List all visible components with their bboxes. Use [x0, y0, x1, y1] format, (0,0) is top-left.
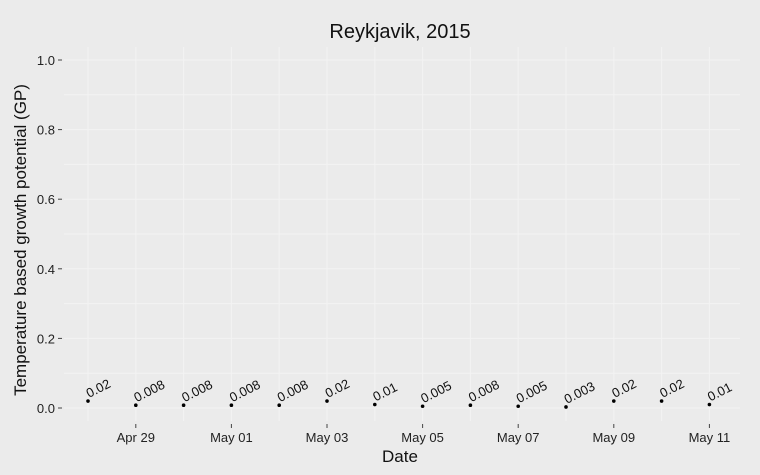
data-label: 0.005 [514, 378, 550, 406]
data-point [277, 403, 282, 408]
x-tick-label: May 01 [210, 430, 253, 445]
y-tick-label: 0.2 [37, 331, 55, 346]
x-tick-label: May 11 [689, 430, 731, 445]
data-point [229, 403, 234, 408]
data-label: 0.005 [418, 378, 454, 406]
data-label: 0.008 [131, 377, 167, 405]
y-tick-label: 0.8 [37, 123, 55, 138]
data-label: 0.008 [275, 377, 311, 405]
data-point [373, 402, 377, 407]
data-point [659, 399, 664, 403]
data-points: 0.02 0.008 0.008 0.008 0.008 0.02 0.01 0.005 0.0… [84, 376, 734, 409]
y-tick-label: 0.6 [37, 192, 55, 207]
data-point [516, 404, 520, 409]
y-tick-label: 0.4 [37, 262, 55, 277]
x-tick-label: May 05 [401, 430, 444, 445]
data-point [612, 399, 616, 403]
x-tick-label: May 09 [592, 430, 635, 445]
y-tick-label: 1.0 [37, 53, 55, 68]
data-point [564, 405, 568, 409]
x-axis: Apr 29 May 01 May 03 May 05 May 07 May 09 May … [117, 424, 731, 445]
grid [64, 47, 740, 421]
x-tick-label: Apr 29 [117, 430, 155, 445]
y-tick-label: 0.0 [37, 401, 55, 416]
data-point [86, 399, 90, 403]
x-axis-title: Date [382, 447, 418, 466]
x-tick-label: May 03 [306, 430, 349, 445]
y-axis: 0.0 0.2 0.4 0.6 0.8 1.0 [37, 53, 62, 416]
x-tick-label: May 07 [497, 430, 540, 445]
data-label: 0.008 [227, 377, 263, 405]
data-point [181, 403, 186, 408]
data-point [468, 403, 473, 408]
data-point [707, 402, 712, 407]
chart-title: Reykjavik, 2015 [329, 21, 470, 43]
y-axis-title: Temperature based growth potential (GP) [11, 84, 30, 396]
data-point [134, 403, 138, 408]
data-label: 0.008 [466, 377, 502, 405]
data-point [420, 404, 425, 409]
data-label: 0.008 [179, 377, 215, 405]
data-label: 0.003 [562, 378, 598, 406]
data-point [325, 399, 329, 403]
